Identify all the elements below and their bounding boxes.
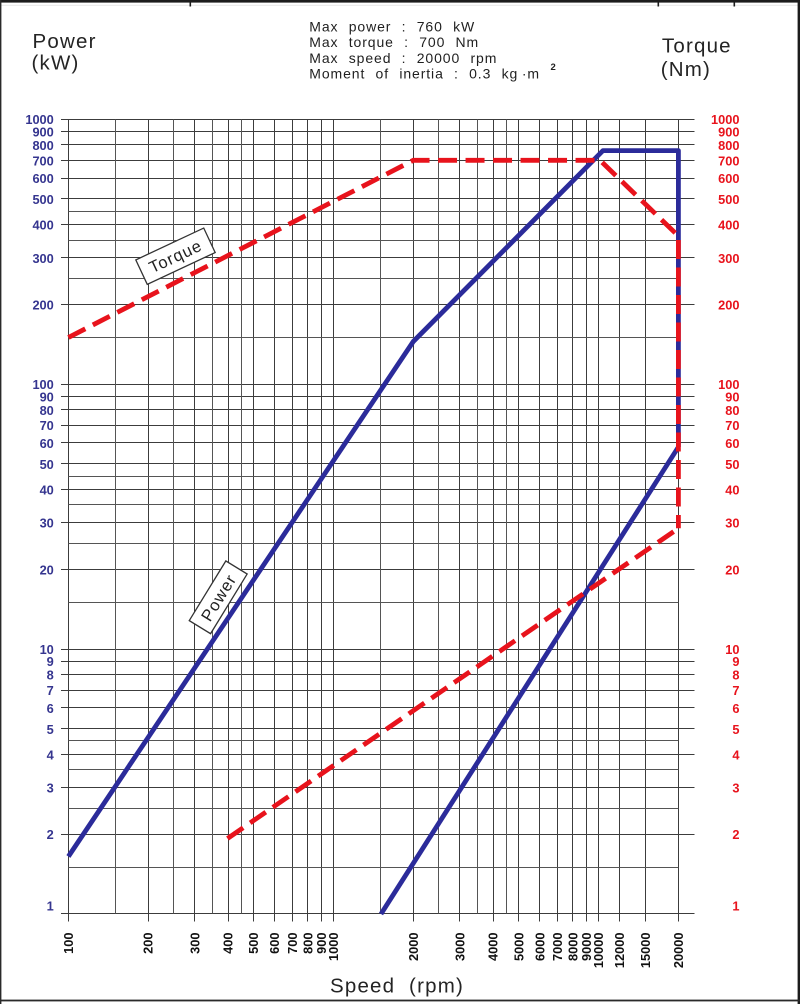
- svg-text:70: 70: [725, 418, 739, 433]
- svg-text:70: 70: [40, 418, 54, 433]
- svg-text:(kW): (kW): [32, 52, 80, 75]
- svg-text:400: 400: [32, 218, 53, 233]
- svg-text:90: 90: [725, 389, 739, 404]
- svg-text:20000: 20000: [671, 933, 686, 969]
- svg-text:4000: 4000: [486, 933, 501, 961]
- svg-text:Moment of inertia : 0.3 kg ·m: Moment of inertia : 0.3 kg ·m: [309, 66, 540, 82]
- svg-text:7: 7: [47, 683, 54, 698]
- svg-text:4: 4: [47, 748, 55, 763]
- svg-text:20: 20: [40, 562, 54, 577]
- svg-text:4: 4: [732, 748, 740, 763]
- svg-text:3: 3: [732, 781, 739, 796]
- svg-text:5: 5: [47, 722, 54, 737]
- svg-text:900: 900: [314, 933, 329, 954]
- svg-text:800: 800: [32, 138, 53, 153]
- svg-text:6: 6: [47, 701, 54, 716]
- svg-text:8000: 8000: [565, 933, 580, 961]
- svg-text:900: 900: [32, 124, 53, 139]
- svg-text:200: 200: [141, 933, 156, 954]
- svg-text:500: 500: [246, 933, 261, 954]
- svg-text:700: 700: [32, 153, 53, 168]
- svg-text:2: 2: [47, 827, 54, 842]
- svg-text:200: 200: [32, 297, 53, 312]
- svg-text:10: 10: [725, 642, 739, 657]
- svg-text:Max torque : 700 Nm: Max torque : 700 Nm: [309, 34, 479, 50]
- svg-text:Speed (rpm): Speed (rpm): [330, 975, 464, 998]
- svg-text:5000: 5000: [511, 933, 526, 961]
- svg-text:700: 700: [285, 933, 300, 954]
- svg-text:50: 50: [40, 457, 54, 472]
- svg-text:200: 200: [718, 297, 739, 312]
- svg-text:1: 1: [732, 899, 739, 914]
- svg-text:20: 20: [725, 562, 739, 577]
- svg-text:100: 100: [718, 377, 739, 392]
- svg-text:500: 500: [718, 192, 739, 207]
- svg-text:8: 8: [732, 668, 739, 683]
- svg-text:400: 400: [718, 218, 739, 233]
- svg-text:30: 30: [40, 516, 54, 531]
- svg-text:700: 700: [718, 153, 739, 168]
- svg-text:15000: 15000: [638, 933, 653, 969]
- svg-text:3000: 3000: [453, 933, 468, 961]
- svg-text:40: 40: [40, 483, 54, 498]
- svg-text:900: 900: [718, 124, 739, 139]
- svg-text:(Nm): (Nm): [661, 58, 711, 81]
- svg-text:1000: 1000: [25, 112, 53, 127]
- svg-text:5: 5: [732, 722, 739, 737]
- svg-text:1000: 1000: [326, 933, 341, 961]
- svg-text:300: 300: [187, 933, 202, 954]
- svg-text:30: 30: [725, 516, 739, 531]
- svg-text:600: 600: [32, 171, 53, 186]
- svg-text:50: 50: [725, 457, 739, 472]
- svg-text:400: 400: [221, 933, 236, 954]
- svg-text:2000: 2000: [406, 933, 421, 961]
- svg-text:2: 2: [551, 62, 556, 73]
- svg-text:800: 800: [718, 138, 739, 153]
- svg-text:Torque: Torque: [662, 35, 732, 58]
- svg-text:500: 500: [32, 192, 53, 207]
- svg-text:600: 600: [267, 933, 282, 954]
- svg-text:80: 80: [40, 403, 54, 418]
- svg-text:12000: 12000: [612, 933, 627, 969]
- svg-text:6: 6: [732, 701, 739, 716]
- svg-text:10: 10: [40, 642, 54, 657]
- svg-text:2: 2: [732, 827, 739, 842]
- svg-text:9: 9: [732, 654, 739, 669]
- svg-text:1000: 1000: [711, 112, 739, 127]
- svg-text:3: 3: [47, 781, 54, 796]
- svg-text:Max power : 760 kW: Max power : 760 kW: [309, 19, 475, 35]
- svg-text:8: 8: [47, 668, 54, 683]
- svg-text:9: 9: [47, 654, 54, 669]
- svg-text:60: 60: [40, 436, 54, 451]
- svg-text:Power: Power: [33, 30, 97, 53]
- svg-text:300: 300: [718, 251, 739, 266]
- svg-text:80: 80: [725, 403, 739, 418]
- svg-text:300: 300: [32, 251, 53, 266]
- svg-text:90: 90: [40, 389, 54, 404]
- svg-text:600: 600: [718, 171, 739, 186]
- svg-text:60: 60: [725, 436, 739, 451]
- svg-text:40: 40: [725, 483, 739, 498]
- svg-text:7: 7: [732, 683, 739, 698]
- svg-text:6000: 6000: [532, 933, 547, 961]
- svg-text:7000: 7000: [550, 933, 565, 961]
- svg-text:1: 1: [47, 899, 54, 914]
- svg-text:9000: 9000: [579, 933, 594, 961]
- svg-text:100: 100: [61, 933, 76, 954]
- svg-text:800: 800: [300, 933, 315, 954]
- svg-text:Max speed : 20000 rpm: Max speed : 20000 rpm: [309, 50, 497, 66]
- svg-text:100: 100: [32, 377, 53, 392]
- svg-text:10000: 10000: [591, 933, 606, 969]
